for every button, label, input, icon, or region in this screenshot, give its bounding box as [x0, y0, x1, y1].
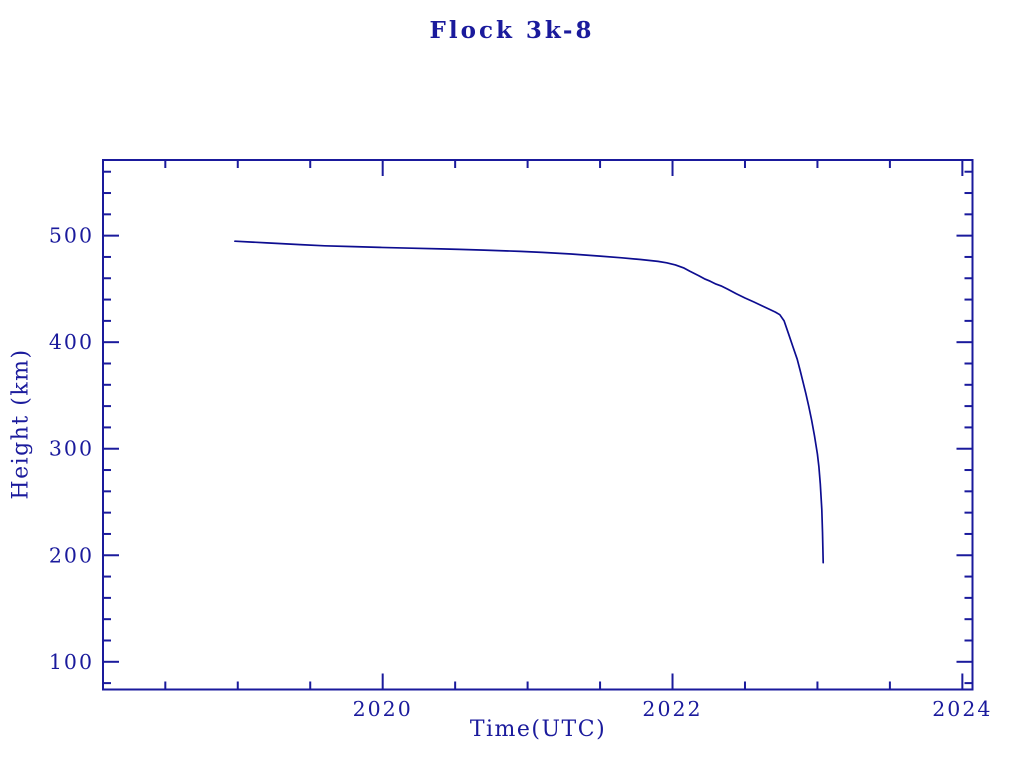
chart-title: Flock 3k-8 — [429, 17, 595, 44]
x-tick-label: 2022 — [642, 697, 702, 721]
y-tick-label: 500 — [49, 224, 94, 248]
x-axis-label: Time(UTC) — [469, 717, 607, 742]
y-tick-label: 200 — [49, 543, 94, 567]
x-tick-label: 2020 — [353, 697, 413, 721]
tick-labels: 2020 2022 2024 100 200 300 400 500 — [49, 224, 992, 721]
y-tick-label: 300 — [49, 437, 94, 461]
axis-frame — [102, 159, 974, 691]
axis-ticks — [103, 160, 973, 690]
y-axis-label: Height (km) — [8, 348, 34, 500]
y-tick-label: 400 — [49, 330, 94, 354]
y-tick-label: 100 — [49, 650, 94, 674]
height-decay-curve — [234, 240, 825, 564]
x-tick-label: 2024 — [932, 697, 992, 721]
